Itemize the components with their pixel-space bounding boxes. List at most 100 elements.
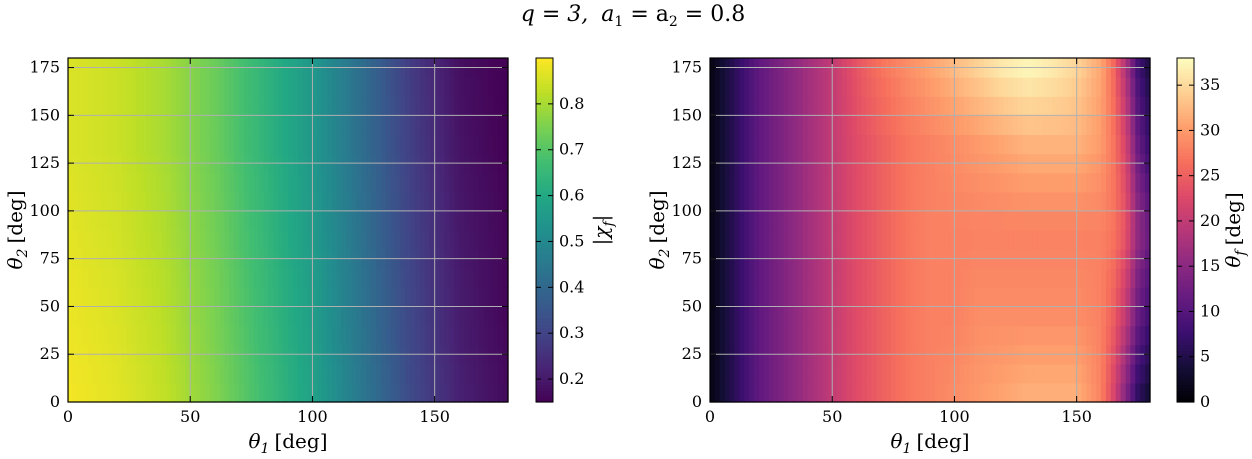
heatmap-cell bbox=[126, 77, 133, 97]
heatmap-cell bbox=[1076, 325, 1083, 346]
colorbar-step bbox=[1177, 209, 1194, 214]
heatmap-cell bbox=[939, 210, 946, 231]
heatmap-cell bbox=[812, 210, 819, 231]
colorbar-step bbox=[536, 198, 553, 202]
heatmap-cell bbox=[454, 325, 460, 346]
heatmap-cell bbox=[468, 210, 475, 231]
colorbar-step bbox=[536, 370, 553, 374]
heatmap-cell bbox=[160, 77, 167, 97]
heatmap-cell bbox=[444, 191, 450, 212]
heatmap-cell bbox=[366, 287, 372, 308]
heatmap-cell bbox=[1081, 287, 1088, 308]
heatmap-cell bbox=[895, 77, 902, 97]
heatmap-cell bbox=[1047, 134, 1053, 155]
heatmap-cell bbox=[136, 115, 142, 136]
heatmap-cell bbox=[974, 210, 980, 231]
colorbar-step bbox=[1177, 63, 1194, 68]
heatmap-cell bbox=[488, 268, 494, 288]
heatmap-cell bbox=[420, 363, 426, 384]
colorbar-step bbox=[1177, 189, 1194, 194]
heatmap-cell bbox=[1086, 210, 1092, 231]
heatmap-cell bbox=[1027, 325, 1034, 346]
heatmap-cell bbox=[1037, 363, 1044, 384]
heatmap-cell bbox=[719, 363, 726, 384]
heatmap-cell bbox=[224, 363, 230, 384]
heatmap-cell bbox=[934, 230, 941, 250]
heatmap-cell bbox=[503, 382, 509, 403]
heatmap-cell bbox=[214, 96, 221, 116]
heatmap-cell bbox=[1042, 191, 1048, 212]
heatmap-cell bbox=[395, 134, 402, 155]
heatmap-cell bbox=[856, 363, 863, 384]
heatmap-cell bbox=[273, 77, 279, 97]
heatmap-cell bbox=[1140, 134, 1146, 155]
heatmap-cell bbox=[1145, 363, 1151, 384]
colorbar-step bbox=[1177, 164, 1194, 168]
heatmap-cell bbox=[812, 268, 819, 288]
heatmap-cell bbox=[72, 77, 79, 97]
heatmap-cell bbox=[200, 134, 206, 155]
heatmap-cell bbox=[949, 96, 956, 116]
heatmap-cell bbox=[327, 115, 333, 136]
heatmap-cell bbox=[170, 134, 177, 155]
heatmap-cell bbox=[464, 363, 470, 384]
heatmap-cell bbox=[72, 287, 79, 308]
heatmap-cell bbox=[1115, 210, 1122, 231]
heatmap-cell bbox=[1057, 172, 1063, 193]
heatmap-cell bbox=[336, 77, 343, 97]
heatmap-cell bbox=[175, 306, 182, 327]
figure-title: q = 3, a1 = a2 = 0.8 bbox=[521, 2, 745, 30]
heatmap-cell bbox=[493, 77, 499, 97]
heatmap-cell bbox=[773, 382, 780, 403]
heatmap-cell bbox=[822, 230, 828, 250]
heatmap-cell bbox=[876, 96, 882, 116]
heatmap-cell bbox=[336, 96, 343, 116]
heatmap-cell bbox=[710, 230, 716, 250]
heatmap-cell bbox=[214, 191, 221, 212]
heatmap-cell bbox=[993, 96, 1000, 116]
heatmap-cell bbox=[239, 306, 245, 327]
heatmap-cell bbox=[1003, 382, 1009, 403]
heatmap-cell bbox=[714, 230, 721, 250]
heatmap-cell bbox=[82, 77, 89, 97]
heatmap-cell bbox=[82, 115, 89, 136]
heatmap-cell bbox=[802, 172, 809, 193]
heatmap-cell bbox=[112, 306, 118, 327]
colorbar-step bbox=[1177, 115, 1194, 119]
colorbar-step bbox=[1177, 356, 1194, 360]
heatmap-cell bbox=[307, 191, 314, 212]
heatmap-cell bbox=[175, 268, 182, 288]
heatmap-cell bbox=[724, 287, 731, 308]
heatmap-cell bbox=[390, 363, 397, 384]
heatmap-cell bbox=[983, 230, 990, 250]
heatmap-cell bbox=[165, 210, 172, 231]
heatmap-cell bbox=[842, 172, 848, 193]
heatmap-cell bbox=[788, 363, 794, 384]
heatmap-cell bbox=[1071, 115, 1078, 136]
heatmap-cell bbox=[1066, 287, 1073, 308]
heatmap-cell bbox=[390, 325, 397, 346]
heatmap-cell bbox=[1135, 230, 1141, 250]
heatmap-cell bbox=[783, 325, 789, 346]
heatmap-cell bbox=[126, 210, 133, 231]
colorbar-label: θf[deg] bbox=[1221, 192, 1249, 267]
heatmap-cell bbox=[400, 287, 406, 308]
heatmap-cell bbox=[773, 306, 780, 327]
heatmap-cell bbox=[478, 172, 485, 193]
heatmap-cell bbox=[170, 325, 177, 346]
heatmap-cell bbox=[170, 363, 177, 384]
heatmap-cell bbox=[729, 191, 736, 212]
heatmap-cell bbox=[190, 191, 196, 212]
heatmap-cell bbox=[498, 230, 504, 250]
heatmap-cell bbox=[1115, 77, 1122, 97]
heatmap-cell bbox=[146, 115, 152, 136]
heatmap-cell bbox=[1125, 172, 1132, 193]
heatmap-cell bbox=[444, 77, 450, 97]
colorbar-tick-label: 5 bbox=[1200, 347, 1210, 366]
heatmap-cell bbox=[332, 325, 338, 346]
heatmap-cell bbox=[493, 172, 499, 193]
colorbar-step bbox=[1177, 72, 1194, 76]
heatmap-cell bbox=[861, 96, 868, 116]
heatmap-cell bbox=[258, 210, 265, 231]
heatmap-cell bbox=[773, 134, 780, 155]
